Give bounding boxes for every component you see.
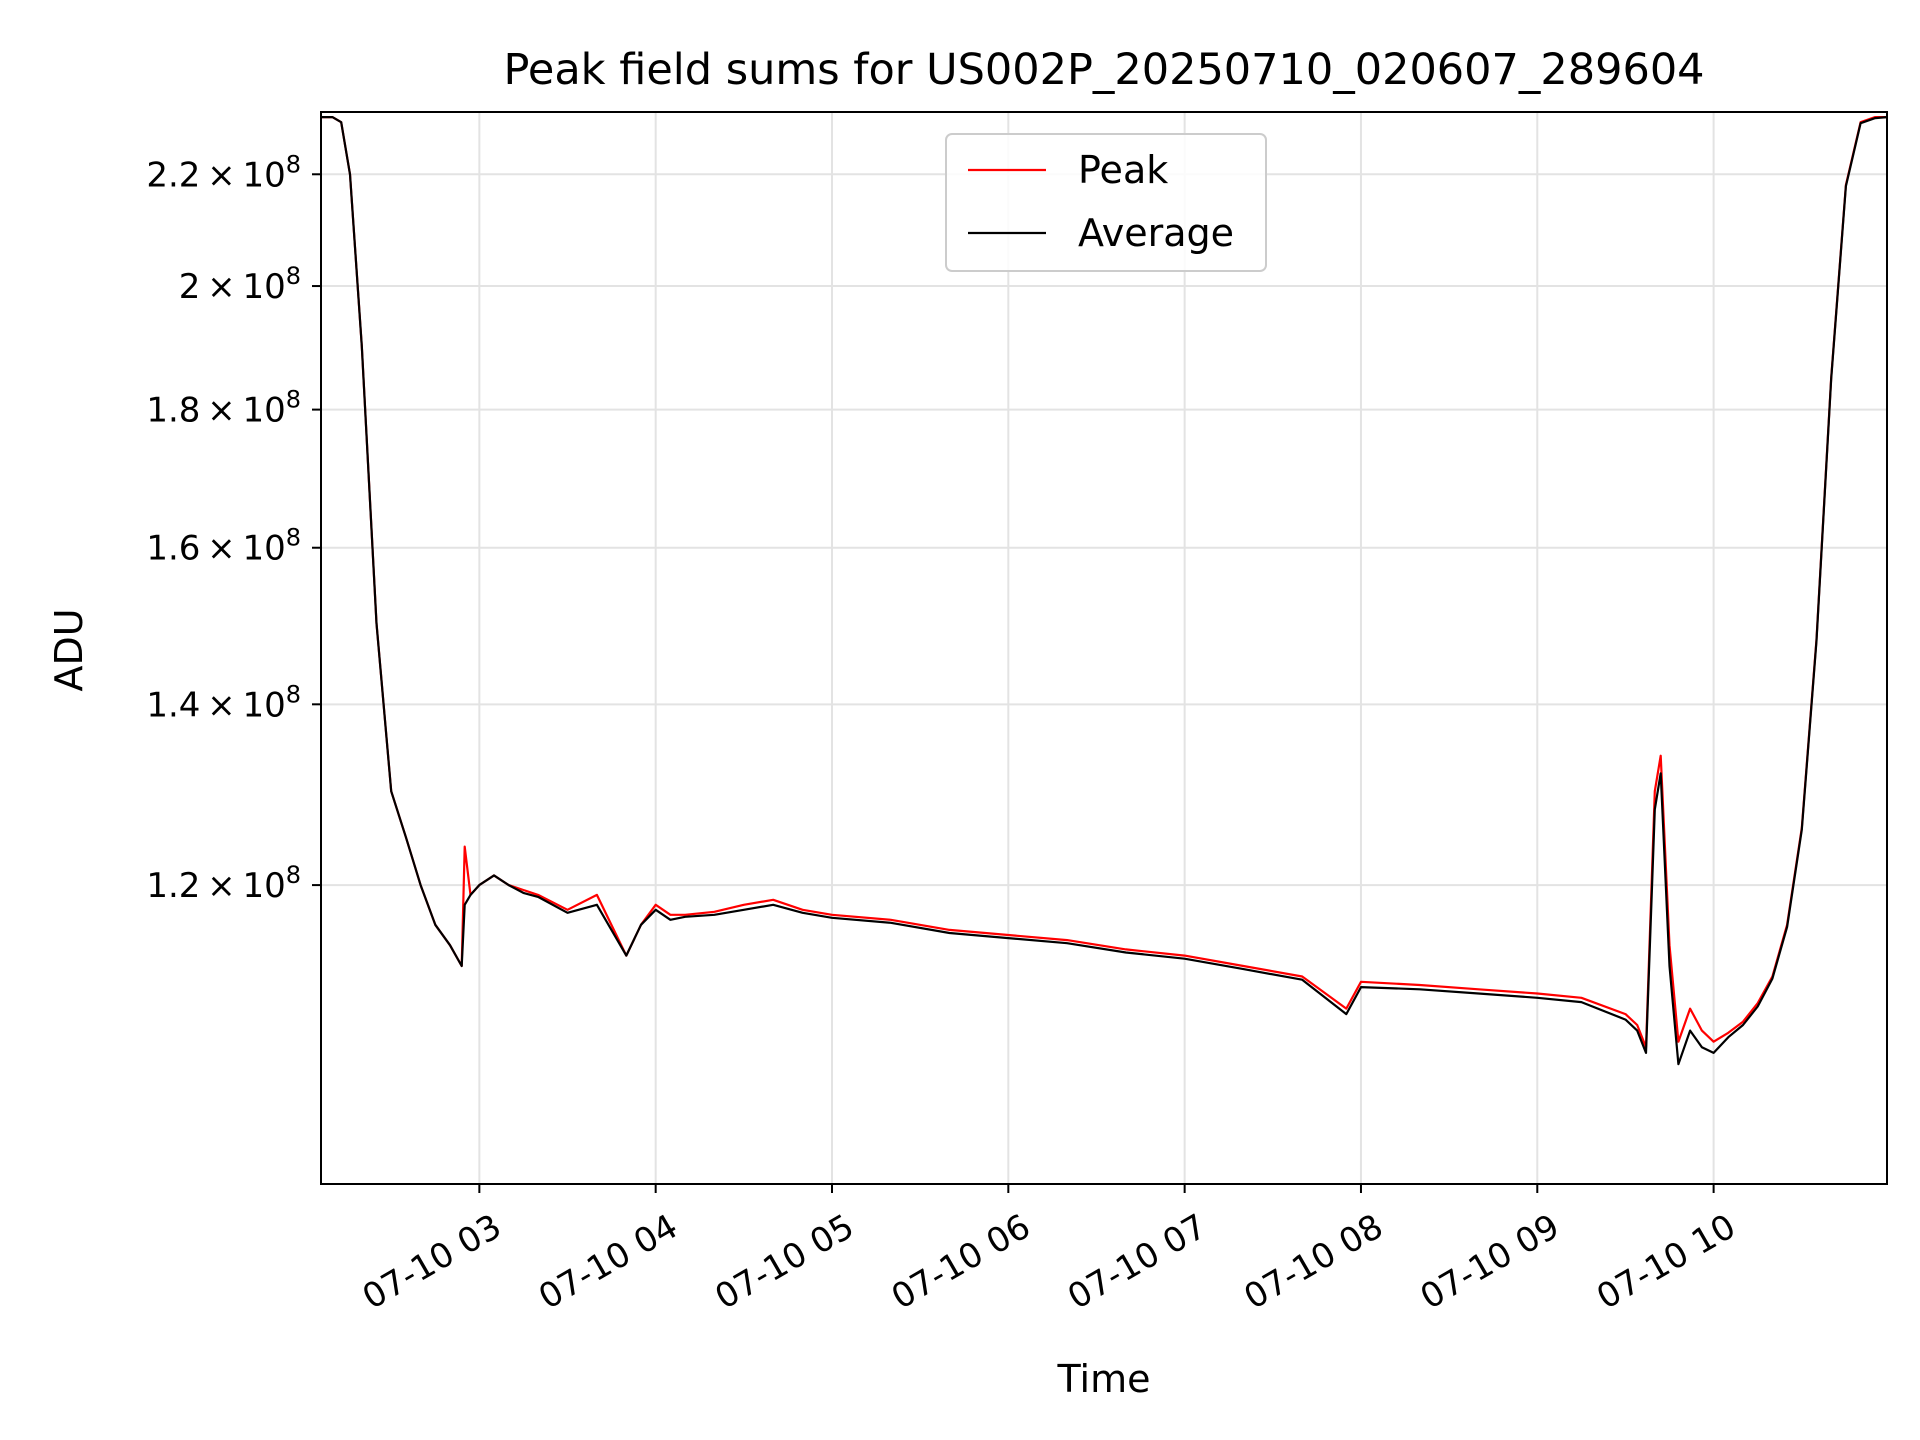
x-axis-label: Time (1057, 1357, 1151, 1401)
y-tick-label: 1.2 × 108 (146, 861, 301, 906)
legend: Peak Average (945, 133, 1267, 272)
series-lines (320, 115, 1888, 1066)
chart-title: Peak field sums for US002P_20250710_0206… (503, 45, 1704, 95)
y-tick-label: 1.6 × 108 (146, 524, 301, 569)
y-tick-label: 2 × 108 (179, 262, 301, 307)
legend-label: Peak (1078, 148, 1168, 192)
plot-frame (320, 111, 1888, 1185)
y-tick-label: 2.2 × 108 (146, 150, 301, 195)
legend-label: Average (1078, 211, 1234, 255)
y-tick-label: 1.8 × 108 (146, 386, 301, 431)
series-line-average (320, 115, 1888, 1066)
y-axis-ticks: 1.2 × 108 1.4 × 108 1.6 × 108 1.8 × 108 2 × … (146, 150, 321, 906)
y-tick-label: 1.4 × 108 (146, 680, 301, 725)
y-axis-label: ADU (47, 608, 91, 691)
legend-box (945, 133, 1267, 272)
